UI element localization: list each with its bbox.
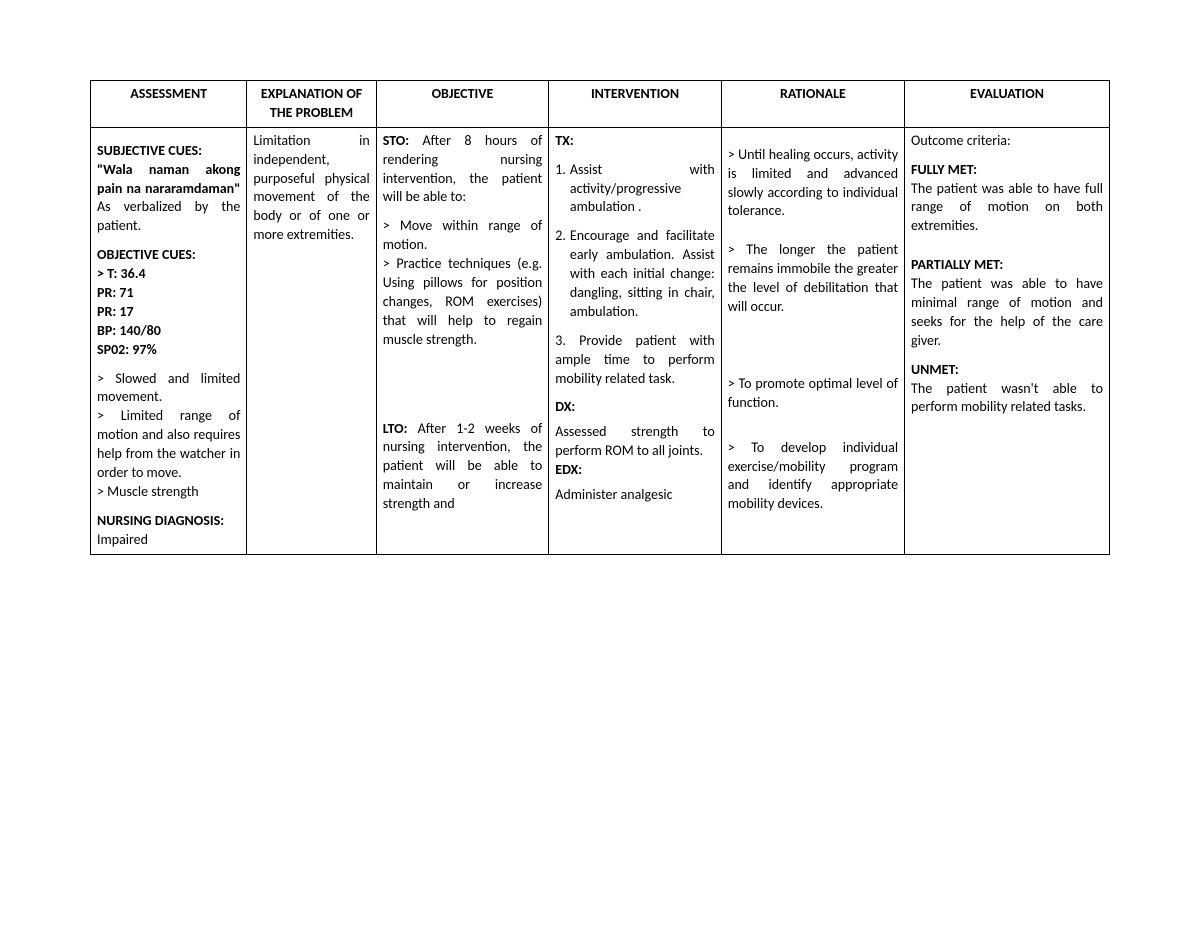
cell-intervention: TX: 1. Assist with activity/progressive … xyxy=(549,127,722,554)
i2-text: Encourage and facilitate early ambulatio… xyxy=(566,227,715,321)
intervention-3: 3. Provide patient with ample time to pe… xyxy=(555,332,715,389)
i1-text: Assist with activity/progressive ambulat… xyxy=(566,161,715,218)
subjective-cues-label: SUBJECTIVE CUES: xyxy=(97,142,202,159)
partially-met-text: The patient was able to have minimal ran… xyxy=(911,275,1103,349)
table-body-row: SUBJECTIVE CUES: "Wala naman akong pain … xyxy=(91,127,1110,554)
objective-cues-label: OBJECTIVE CUES: xyxy=(97,246,196,263)
subjective-quote: "Wala naman akong pain na nararamdaman" xyxy=(97,161,240,197)
obs-muscle-strength: > Muscle strength xyxy=(97,483,240,502)
explanation-text: Limitation in independent, purposeful ph… xyxy=(253,132,369,245)
lto-label: LTO: xyxy=(383,420,408,437)
dx-label: DX: xyxy=(555,398,715,417)
rationale-1: > Until healing occurs, activity is limi… xyxy=(728,146,898,222)
nursing-diagnosis-label: NURSING DIAGNOSIS: xyxy=(97,512,224,529)
col-header-objective: OBJECTIVE xyxy=(376,81,549,128)
unmet-label: UNMET: xyxy=(911,361,959,378)
i2-num: 2. xyxy=(555,227,566,321)
table-header-row: ASSESSMENT EXPLANATION OF THE PROBLEM OB… xyxy=(91,81,1110,128)
cell-evaluation: Outcome criteria: FULLY MET: The patient… xyxy=(905,127,1110,554)
col-header-assessment: ASSESSMENT xyxy=(91,81,247,128)
fully-met-text: The patient was able to have full range … xyxy=(911,180,1103,235)
col-header-evaluation: EVALUATION xyxy=(905,81,1110,128)
rationale-2: > The longer the patient remains immobil… xyxy=(728,241,898,317)
vital-bp: BP: 140/80 xyxy=(97,322,161,339)
cell-explanation: Limitation in independent, purposeful ph… xyxy=(247,127,376,554)
vital-t: > T: 36.4 xyxy=(97,265,146,282)
cell-assessment: SUBJECTIVE CUES: "Wala naman akong pain … xyxy=(91,127,247,554)
i1-num: 1. xyxy=(555,161,566,218)
edx-label: EDX: xyxy=(555,461,715,480)
tx-label: TX: xyxy=(555,132,715,151)
vital-rr: PR: 17 xyxy=(97,303,134,320)
partially-met-label: PARTIALLY MET: xyxy=(911,256,1003,273)
sto-label: STO: xyxy=(383,132,409,149)
rationale-3: > To promote optimal level of function. xyxy=(728,375,898,413)
outcome-criteria-label: Outcome criteria: xyxy=(911,132,1103,151)
subjective-tail: As verbalized by the patient. xyxy=(97,198,240,234)
lto-text: After 1-2 weeks of nursing intervention,… xyxy=(383,420,543,513)
intervention-1: 1. Assist with activity/progressive ambu… xyxy=(555,161,715,218)
rationale-4: > To develop individual exercise/mobilit… xyxy=(728,439,898,515)
nursing-care-plan-table: ASSESSMENT EXPLANATION OF THE PROBLEM OB… xyxy=(90,80,1110,555)
nursing-diagnosis-text: Impaired xyxy=(97,531,148,548)
obs-slowed-movement: > Slowed and limited movement. xyxy=(97,370,240,408)
edx-text: Administer analgesic xyxy=(555,486,715,505)
vital-sp02: SP02: 97% xyxy=(97,341,157,358)
col-header-explanation: EXPLANATION OF THE PROBLEM xyxy=(247,81,376,128)
cell-rationale: > Until healing occurs, activity is limi… xyxy=(721,127,904,554)
col-header-intervention: INTERVENTION xyxy=(549,81,722,128)
vital-pr: PR: 71 xyxy=(97,284,134,301)
fully-met-label: FULLY MET: xyxy=(911,161,977,178)
obs-limited-rom: > Limited range of motion and also requi… xyxy=(97,407,240,483)
col-header-rationale: RATIONALE xyxy=(721,81,904,128)
dx-text: Assessed strength to perform ROM to all … xyxy=(555,423,715,461)
unmet-text: The patient wasn't able to perform mobil… xyxy=(911,380,1103,416)
sto-bullet-2: > Practice techniques (e.g. Using pillow… xyxy=(383,255,543,349)
intervention-2: 2. Encourage and facilitate early ambula… xyxy=(555,227,715,321)
sto-bullet-1: > Move within range of motion. xyxy=(383,217,543,255)
cell-objective: STO: After 8 hours of rendering nursing … xyxy=(376,127,549,554)
